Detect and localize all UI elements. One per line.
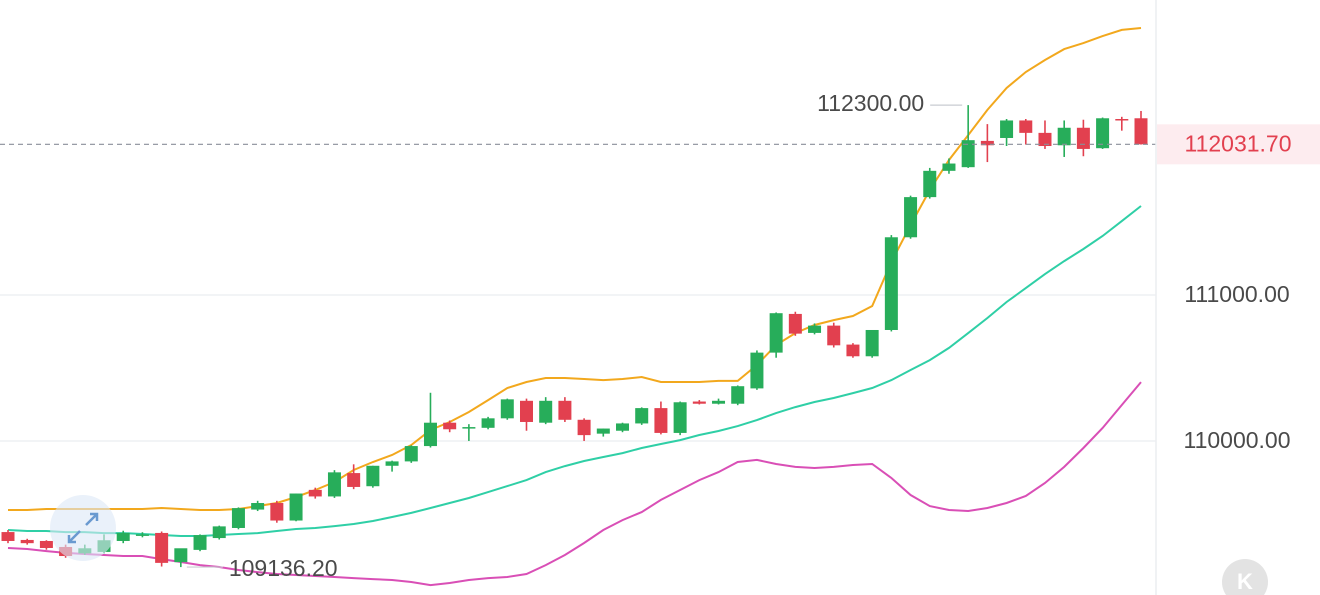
candle-body [481,418,495,428]
candle-body [884,237,898,330]
candle-body [385,461,399,466]
candle-body [961,140,975,168]
candle-body [980,140,994,146]
candle-body [769,313,783,353]
candle-body [942,163,956,171]
candle-body [616,423,630,431]
logo-text[interactable]: K [1237,569,1253,594]
expand-button-bg[interactable] [50,495,116,561]
candle-body [1096,118,1110,149]
last-price-box [1157,124,1320,165]
candle-body [654,408,668,433]
candle-body [788,313,802,334]
candle-body [577,419,591,436]
y-tick-label: 111000.00 [1184,281,1289,307]
expand-button[interactable] [50,495,116,561]
last-price-label: 112031.70 [1184,130,1291,156]
candle-body [596,428,610,434]
candle-body [308,489,322,497]
candle-body [846,344,860,357]
candle-body [1057,127,1071,146]
annotation-label: 112300.00 [817,90,924,116]
candle-body [500,399,514,419]
candle-body [327,472,341,497]
candle-body [155,532,169,563]
band-line [7,205,1142,537]
candle-body [1000,120,1014,138]
candle-body [1,532,15,541]
candle-body [116,532,130,541]
candle-body [1019,120,1033,133]
y-tick-label: 110000.00 [1183,427,1290,453]
annotation-label: 109136.20 [229,555,338,581]
candle-body [808,325,822,333]
candle-body [347,473,361,487]
expand-icon[interactable] [67,512,99,544]
band-line [7,381,1142,587]
candle-body [404,446,418,462]
candle-body [212,526,226,539]
logo-bg[interactable] [1222,559,1268,595]
logo-button[interactable]: K [1222,559,1268,595]
candle-body [731,386,745,404]
candle-body [289,493,303,521]
candle-body [904,197,918,238]
candle-body [1134,118,1148,145]
candle-body [673,402,687,433]
candle-body [270,503,284,521]
candle-body [135,534,149,536]
candle-body [827,325,841,346]
candle-body [1038,132,1052,147]
candle-body [923,170,937,198]
candle-body [539,400,553,423]
candle-body [692,401,706,404]
candle-body [174,548,188,563]
candle-body [750,352,764,389]
candle-body [712,400,726,404]
candle-body [519,400,533,422]
candle-body [865,329,879,357]
candle-body [20,539,34,544]
candle-body [635,408,649,424]
candle-body [231,508,245,528]
plot [0,27,1156,587]
candle-body [1115,119,1129,121]
candle-body [558,400,572,420]
candle-body [251,503,265,510]
candle-body [1076,127,1090,149]
candle-body [423,422,437,447]
candle-body [193,535,207,550]
candle-body [39,540,53,548]
candle-body [366,465,380,487]
candle-body [443,422,457,430]
candle-body [462,427,476,429]
band-line [8,27,1142,511]
